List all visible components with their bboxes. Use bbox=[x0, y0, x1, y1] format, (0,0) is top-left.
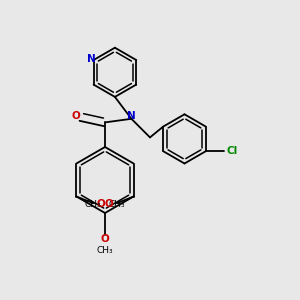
Text: CH₃: CH₃ bbox=[85, 200, 101, 209]
Text: N: N bbox=[87, 54, 96, 64]
Text: O: O bbox=[105, 199, 113, 209]
Text: CH₃: CH₃ bbox=[109, 200, 125, 209]
Text: O: O bbox=[72, 111, 81, 121]
Text: O: O bbox=[100, 234, 109, 244]
Text: CH₃: CH₃ bbox=[97, 246, 113, 255]
Text: Cl: Cl bbox=[226, 146, 238, 156]
Text: O: O bbox=[97, 199, 105, 209]
Text: N: N bbox=[127, 111, 136, 122]
